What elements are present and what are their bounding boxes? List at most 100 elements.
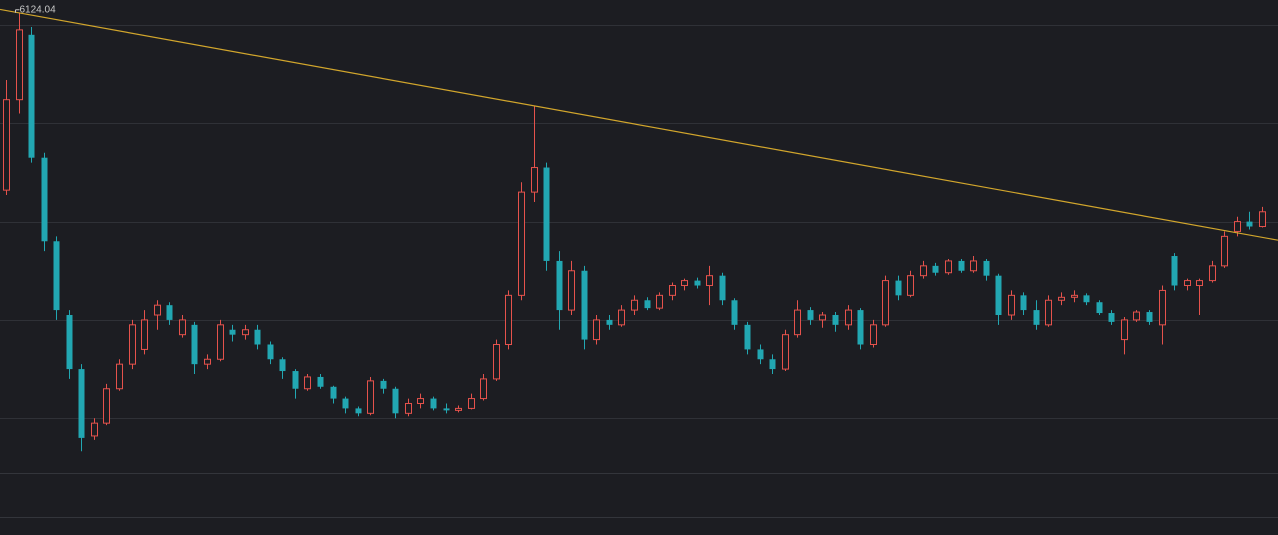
candle-body xyxy=(129,324,136,365)
candle-body xyxy=(945,260,952,274)
candle-body xyxy=(455,407,462,411)
candle-body xyxy=(78,369,85,438)
candle-body xyxy=(342,398,349,409)
candle-body xyxy=(819,314,826,321)
candle-body xyxy=(204,358,211,365)
candle-body xyxy=(28,34,35,158)
candle-body xyxy=(681,280,688,287)
candle-body xyxy=(1108,313,1115,322)
candles xyxy=(3,12,1266,452)
candle-body xyxy=(1058,296,1065,301)
candle-body xyxy=(1121,319,1128,341)
candle-body xyxy=(794,309,801,336)
candle-body xyxy=(468,398,475,409)
candle-body xyxy=(493,344,500,380)
candle-body xyxy=(91,422,98,437)
candle-body xyxy=(1146,312,1153,322)
candle-body xyxy=(405,402,412,414)
candle-body xyxy=(706,275,713,287)
candle-body xyxy=(606,319,613,325)
candle-body xyxy=(292,371,299,389)
candle-body xyxy=(1184,280,1191,287)
candle-body xyxy=(1221,235,1228,267)
candle-body xyxy=(769,359,776,370)
candle-body xyxy=(857,310,864,345)
candle-body xyxy=(744,324,751,350)
candle-body xyxy=(242,329,249,336)
candle-body xyxy=(1096,302,1103,314)
candle-body xyxy=(103,388,110,424)
candle-body xyxy=(154,304,161,316)
candle-body xyxy=(631,299,638,311)
candle-body xyxy=(317,376,324,387)
candle-body xyxy=(669,285,676,296)
candle-body xyxy=(304,376,311,390)
candle-body xyxy=(995,275,1002,316)
candle-body xyxy=(392,388,399,414)
candle-body xyxy=(116,363,123,390)
trend-line xyxy=(0,8,1278,241)
candle-body xyxy=(141,319,148,350)
candle-body xyxy=(1246,221,1253,227)
candle-body xyxy=(1045,299,1052,326)
candle-body xyxy=(279,359,286,372)
candle-body xyxy=(41,157,48,242)
candle-body xyxy=(757,349,764,360)
candle-body xyxy=(166,305,173,320)
candle-body xyxy=(3,99,10,191)
candle-body xyxy=(593,319,600,341)
candle-body xyxy=(217,324,224,360)
candle-body xyxy=(417,398,424,404)
candle-body xyxy=(782,334,789,370)
candle-body xyxy=(531,167,538,193)
candle-body xyxy=(505,294,512,346)
candle-body xyxy=(1171,256,1178,286)
candle-body xyxy=(443,408,450,411)
candle-body xyxy=(1008,294,1015,316)
candle-body xyxy=(644,300,651,309)
candle-body xyxy=(719,275,726,301)
candle-body xyxy=(1071,294,1078,298)
candle-body xyxy=(355,408,362,414)
candle-body xyxy=(330,386,337,399)
candle-body xyxy=(53,241,60,311)
candle-body xyxy=(1133,311,1140,321)
candle-body xyxy=(581,270,588,340)
candle-body xyxy=(568,270,575,311)
max-label: 6124.04 xyxy=(20,4,57,15)
candle-body xyxy=(480,378,487,400)
candle-body xyxy=(430,398,437,409)
candle-body xyxy=(895,280,902,296)
candle-body xyxy=(380,380,387,389)
candle-body xyxy=(832,315,839,325)
candle-body xyxy=(870,324,877,346)
candle-body xyxy=(179,319,186,336)
candle-body xyxy=(958,260,965,271)
candle-body xyxy=(367,380,374,414)
candle-body xyxy=(1196,280,1203,287)
candle-body xyxy=(845,309,852,326)
candle-body xyxy=(1209,265,1216,282)
candle-body xyxy=(907,275,914,296)
overlay: 6124.04 xyxy=(0,4,1278,241)
candle-body xyxy=(1033,310,1040,325)
candle-body xyxy=(694,280,701,286)
candle-body xyxy=(1259,211,1266,228)
candle-body xyxy=(932,265,939,273)
candle-body xyxy=(267,344,274,360)
candle-body xyxy=(16,29,23,101)
candle-body xyxy=(1159,289,1166,326)
candle-body xyxy=(191,324,198,365)
candle-body xyxy=(983,260,990,276)
candle-body xyxy=(970,260,977,272)
candle-body xyxy=(882,280,889,326)
grid xyxy=(0,25,1278,419)
candle-body xyxy=(1020,295,1027,311)
candle-body xyxy=(1234,221,1241,232)
candle-body xyxy=(518,191,525,296)
candle-body xyxy=(656,294,663,309)
candle-body xyxy=(807,310,814,320)
candle-body xyxy=(543,167,550,261)
